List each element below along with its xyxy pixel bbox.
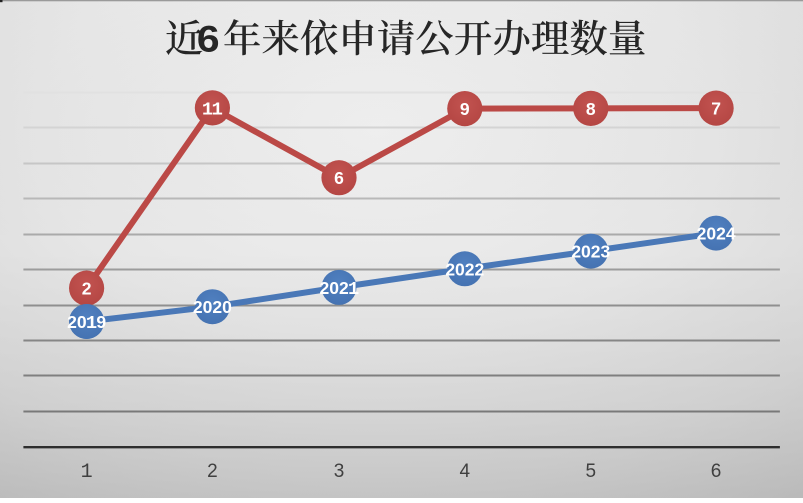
svg-text:3: 3 <box>334 461 345 482</box>
svg-text:1: 1 <box>202 98 213 120</box>
svg-text:1: 1 <box>86 312 97 334</box>
svg-text:2: 2 <box>67 312 77 332</box>
svg-text:0: 0 <box>77 312 87 332</box>
svg-text:2: 2 <box>320 278 330 298</box>
svg-text:1: 1 <box>81 461 93 484</box>
svg-text:2: 2 <box>339 278 349 298</box>
svg-text:4: 4 <box>460 461 471 482</box>
svg-text:9: 9 <box>96 312 106 332</box>
svg-text:2: 2 <box>207 461 218 482</box>
svg-text:7: 7 <box>711 99 721 119</box>
svg-text:2022: 2022 <box>445 259 484 279</box>
svg-text:9: 9 <box>460 99 470 119</box>
svg-text:6: 6 <box>711 461 722 482</box>
svg-text:0: 0 <box>329 278 339 298</box>
svg-text:2020: 2020 <box>193 297 232 317</box>
svg-text:5: 5 <box>586 461 597 482</box>
svg-text:2023: 2023 <box>571 242 610 262</box>
svg-text:2: 2 <box>82 279 92 299</box>
svg-text:1: 1 <box>212 98 223 120</box>
svg-text:8: 8 <box>586 99 596 119</box>
svg-text:2024: 2024 <box>697 224 736 244</box>
svg-text:1: 1 <box>348 278 359 300</box>
svg-text:6: 6 <box>334 168 344 188</box>
